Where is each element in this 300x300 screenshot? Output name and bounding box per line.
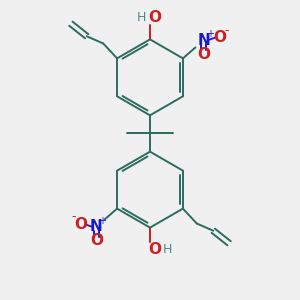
Text: H: H: [137, 11, 146, 24]
Text: N: N: [90, 219, 103, 234]
Text: +: +: [206, 29, 214, 39]
Text: +: +: [98, 216, 106, 226]
Text: H: H: [163, 243, 172, 256]
Text: O: O: [197, 46, 210, 62]
Text: N: N: [197, 33, 210, 48]
Text: O: O: [74, 217, 87, 232]
Text: O: O: [148, 11, 161, 26]
Text: O: O: [148, 242, 161, 256]
Text: -: -: [71, 210, 75, 224]
Text: -: -: [225, 24, 229, 37]
Text: O: O: [90, 233, 103, 248]
Text: O: O: [213, 30, 226, 45]
